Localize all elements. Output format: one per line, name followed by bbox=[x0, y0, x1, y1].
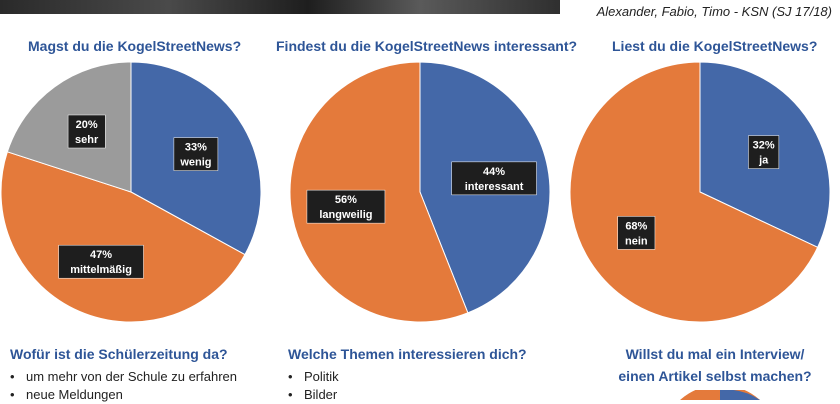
pie-chart-like: 33% wenig 47% mittelmäßig 20% sehr bbox=[0, 61, 262, 323]
question-interview-title-2: einen Artikel selbst machen? bbox=[618, 368, 812, 384]
data-label-nein: 68% nein bbox=[617, 216, 656, 250]
pie-slice-nein bbox=[569, 61, 819, 323]
data-label-sehr: 20% sehr bbox=[67, 114, 106, 149]
data-label-value: 33% bbox=[185, 142, 207, 154]
question-purpose-list: um mehr von der Schule zu erfahren neue … bbox=[8, 368, 237, 404]
pie-chart-interest: 44% interessant 56% langweilig bbox=[289, 61, 551, 323]
data-label-category: nein bbox=[625, 235, 648, 247]
data-label-category: langweilig bbox=[319, 209, 372, 221]
header-photo bbox=[0, 0, 560, 14]
question-topics-list: Politik Bilder bbox=[286, 368, 339, 404]
data-label-ja: 32% ja bbox=[748, 135, 780, 169]
data-label-wenig: 33% wenig bbox=[173, 137, 219, 171]
chart-title-3: Liest du die KogelStreetNews? bbox=[612, 38, 818, 54]
data-label-value: 56% bbox=[335, 194, 357, 206]
data-label-box bbox=[58, 244, 144, 279]
data-label-category: ja bbox=[758, 155, 769, 167]
data-label-box bbox=[306, 189, 386, 224]
data-label-category: wenig bbox=[179, 157, 211, 169]
question-interview-title-1: Willst du mal ein Interview/ bbox=[625, 346, 805, 362]
data-label-box bbox=[617, 216, 656, 250]
list-item: Politik bbox=[286, 368, 339, 386]
pie-chart-interview-partial bbox=[680, 390, 760, 400]
list-item: um mehr von der Schule zu erfahren bbox=[8, 368, 237, 386]
pie-chart-read: 32% ja 68% nein bbox=[569, 61, 831, 323]
data-label-box bbox=[748, 135, 780, 169]
list-item: Bilder bbox=[286, 386, 339, 404]
data-label-category: mittelmäßig bbox=[70, 264, 132, 276]
author-credit: Alexander, Fabio, Timo - KSN (SJ 17/18) bbox=[596, 4, 832, 19]
data-label-mittelmäßig: 47% mittelmäßig bbox=[58, 244, 144, 279]
chart-title-1: Magst du die KogelStreetNews? bbox=[28, 38, 242, 54]
data-label-value: 32% bbox=[753, 140, 775, 152]
pie-slice-mittelmäßig bbox=[0, 151, 246, 323]
list-item: neue Meldungen bbox=[8, 386, 237, 404]
data-label-value: 20% bbox=[76, 119, 98, 131]
chart-title-2: Findest du die KogelStreetNews interessa… bbox=[276, 38, 578, 54]
data-label-langweilig: 56% langweilig bbox=[306, 189, 386, 224]
question-topics-title: Welche Themen interessieren dich? bbox=[288, 346, 527, 362]
data-label-box bbox=[173, 137, 219, 171]
data-label-value: 68% bbox=[625, 220, 647, 232]
data-label-box bbox=[451, 161, 537, 196]
data-label-interessant: 44% interessant bbox=[451, 161, 537, 196]
data-label-value: 47% bbox=[90, 249, 112, 261]
data-label-category: interessant bbox=[465, 181, 524, 193]
data-label-value: 44% bbox=[483, 166, 505, 178]
question-purpose-title: Wofür ist die Schülerzeitung da? bbox=[10, 346, 228, 362]
data-label-category: sehr bbox=[75, 134, 99, 146]
data-label-box bbox=[67, 114, 106, 149]
